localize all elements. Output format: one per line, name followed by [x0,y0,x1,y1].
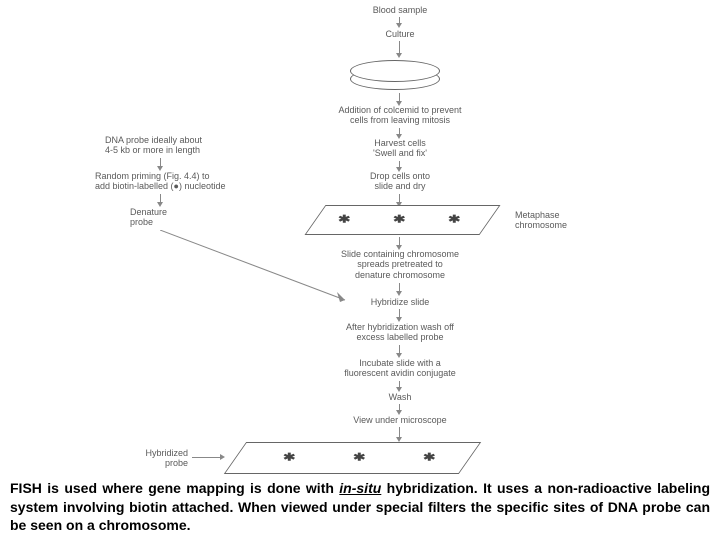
chromosome-icon: ✱ [338,213,351,226]
step-denature-probe: Denature probe [130,207,200,228]
step-incubate: Incubate slide with a fluorescent avidin… [325,358,475,379]
chromosome-icon: ✱ [423,451,436,464]
arrow-right [192,457,222,458]
arrow [399,237,400,247]
arrow [399,404,400,412]
step-random-priming: Random priming (Fig. 4.4) to add biotin-… [95,171,250,192]
chromosome-icon: ✱ [448,213,461,226]
step-blood-sample: Blood sample [360,5,440,15]
step-dna-probe: DNA probe ideally about 4-5 kb or more i… [105,135,235,156]
step-harvest: Harvest cells 'Swell and fix' [350,138,450,159]
arrow [399,427,400,439]
arrow [160,158,161,168]
caption-text: FISH is used where gene mapping is done … [10,479,710,534]
arrow [399,17,400,25]
arrow [399,194,400,204]
step-drop: Drop cells onto slide and dry [350,171,450,192]
arrow [399,309,400,319]
arrow [399,41,400,55]
arrow [160,194,161,204]
arrow [399,128,400,136]
step-wash-probe: After hybridization wash off excess labe… [315,322,485,343]
chromosome-icon: ✱ [283,451,296,464]
step-view: View under microscope [330,415,470,425]
step-colcemid: Addition of colcemid to prevent cells fr… [315,105,485,126]
step-wash: Wash [375,392,425,402]
label-hybridized: Hybridized probe [118,448,188,469]
chromosome-icon: ✱ [393,213,406,226]
merge-arrow [160,230,360,305]
step-culture: Culture [370,29,430,39]
fish-flowchart: Blood sample Culture Addition of colcemi… [100,5,620,480]
arrow [399,283,400,293]
label-metaphase: Metaphase chromosome [515,210,567,231]
arrow [399,93,400,103]
petri-dish-icon [350,60,440,92]
arrow [399,345,400,355]
arrow [399,161,400,169]
caption-insitu: in-situ [339,480,381,496]
chromosome-icon: ✱ [353,451,366,464]
arrow [399,381,400,389]
caption-pre: FISH is used where gene mapping is done … [10,480,339,496]
